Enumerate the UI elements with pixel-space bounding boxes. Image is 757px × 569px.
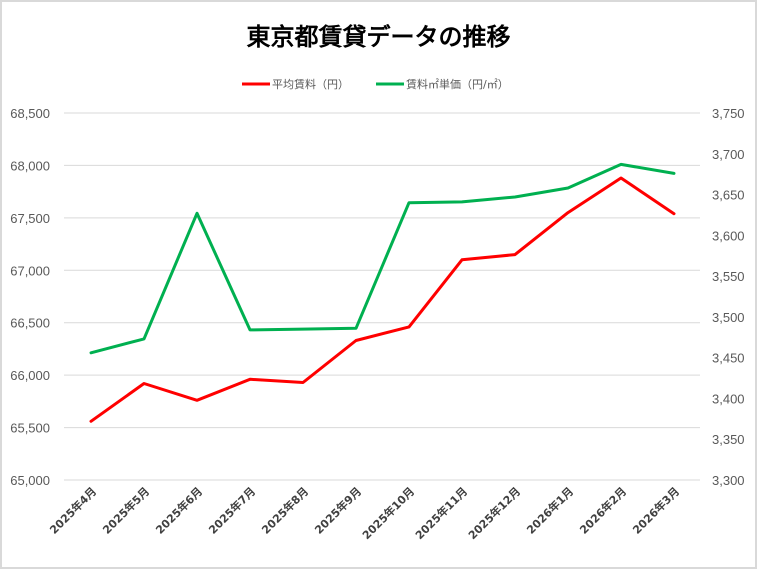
y-right-tick-label: 3,400 (712, 391, 745, 406)
y-left-tick-label: 67,000 (10, 263, 50, 278)
y-left-tick-label: 66,500 (10, 316, 50, 331)
y-axis-right: 3,300 3,350 3,400 3,450 3,500 3,550 3,600 3,650… (712, 106, 745, 488)
y-right-tick-label: 3,350 (712, 432, 745, 447)
series-lines (89, 162, 676, 423)
chart-title: 東京都賃貸データの推移 (246, 23, 511, 51)
y-right-tick-label: 3,500 (712, 310, 745, 325)
x-tick-label: 2025年4月 (47, 484, 100, 537)
x-tick-label: 2025年11月 (412, 484, 470, 542)
series-line-unit-price (89, 162, 676, 355)
x-tick-label: 2025年8月 (259, 484, 312, 537)
y-right-tick-label: 3,450 (712, 351, 745, 366)
y-left-tick-label: 68,000 (10, 158, 50, 173)
x-axis: 2025年4月 2025年5月 2025年6月 2025年7月 2025年8月 2025年… (47, 484, 683, 542)
y-right-tick-label: 3,650 (712, 188, 745, 203)
y-left-tick-label: 65,500 (10, 421, 50, 436)
gridlines (64, 112, 700, 481)
x-tick-label: 2026年1月 (524, 484, 577, 537)
y-left-tick-label: 65,000 (10, 473, 50, 488)
y-left-tick-label: 66,000 (10, 368, 50, 383)
y-right-tick-label: 3,300 (712, 473, 745, 488)
legend: 平均賃料（円） 賃料㎡単価（円/㎡） (242, 77, 509, 91)
x-tick-label: 2025年12月 (465, 484, 523, 542)
x-tick-label: 2026年3月 (630, 484, 683, 537)
y-left-tick-label: 68,500 (10, 106, 50, 121)
y-axis-left: 65,000 65,500 66,000 66,500 67,000 67,500 68,0… (10, 106, 50, 488)
x-tick-label: 2025年6月 (153, 484, 206, 537)
legend-label: 賃料㎡単価（円/㎡） (406, 77, 509, 91)
y-right-tick-label: 3,550 (712, 269, 745, 284)
x-tick-label: 2025年10月 (359, 484, 417, 542)
x-tick-label: 2025年5月 (100, 484, 153, 537)
series-line-average-rent (89, 176, 676, 423)
legend-label: 平均賃料（円） (272, 77, 349, 91)
y-left-tick-label: 67,500 (10, 211, 50, 226)
x-tick-label: 2025年7月 (206, 484, 259, 537)
x-tick-label: 2025年9月 (312, 484, 365, 537)
y-right-tick-label: 3,700 (712, 147, 745, 162)
x-tick-label: 2026年2月 (577, 484, 630, 537)
y-right-tick-label: 3,600 (712, 228, 745, 243)
y-right-tick-label: 3,750 (712, 106, 745, 121)
